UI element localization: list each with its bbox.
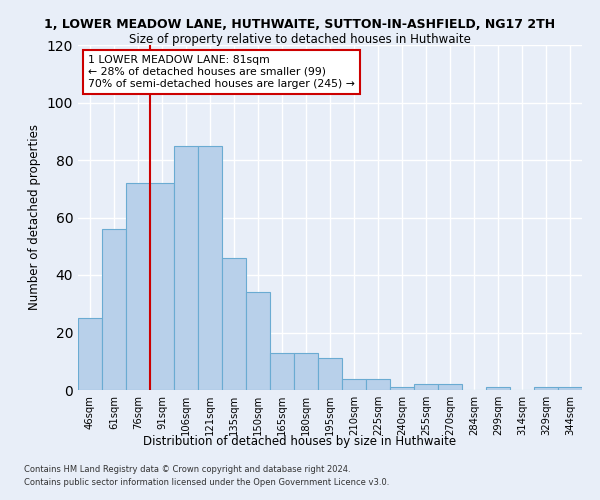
Bar (342, 378, 366, 390)
Bar (294, 352, 318, 390)
Bar (174, 146, 198, 390)
Bar (438, 384, 462, 390)
Bar (102, 229, 126, 390)
Bar (150, 183, 174, 390)
Bar (390, 387, 414, 390)
Bar (78, 318, 102, 390)
Bar (534, 387, 558, 390)
Text: Distribution of detached houses by size in Huthwaite: Distribution of detached houses by size … (143, 435, 457, 448)
Text: Size of property relative to detached houses in Huthwaite: Size of property relative to detached ho… (129, 32, 471, 46)
Text: Contains HM Land Registry data © Crown copyright and database right 2024.: Contains HM Land Registry data © Crown c… (24, 466, 350, 474)
Bar (486, 387, 510, 390)
Text: 1 LOWER MEADOW LANE: 81sqm
← 28% of detached houses are smaller (99)
70% of semi: 1 LOWER MEADOW LANE: 81sqm ← 28% of deta… (88, 56, 355, 88)
Y-axis label: Number of detached properties: Number of detached properties (28, 124, 41, 310)
Text: 1, LOWER MEADOW LANE, HUTHWAITE, SUTTON-IN-ASHFIELD, NG17 2TH: 1, LOWER MEADOW LANE, HUTHWAITE, SUTTON-… (44, 18, 556, 30)
Bar (270, 352, 294, 390)
Bar (222, 258, 246, 390)
Bar (366, 378, 390, 390)
Bar (126, 183, 150, 390)
Bar (414, 384, 438, 390)
Text: Contains public sector information licensed under the Open Government Licence v3: Contains public sector information licen… (24, 478, 389, 487)
Bar (318, 358, 342, 390)
Bar (558, 387, 582, 390)
Bar (198, 146, 222, 390)
Bar (246, 292, 270, 390)
